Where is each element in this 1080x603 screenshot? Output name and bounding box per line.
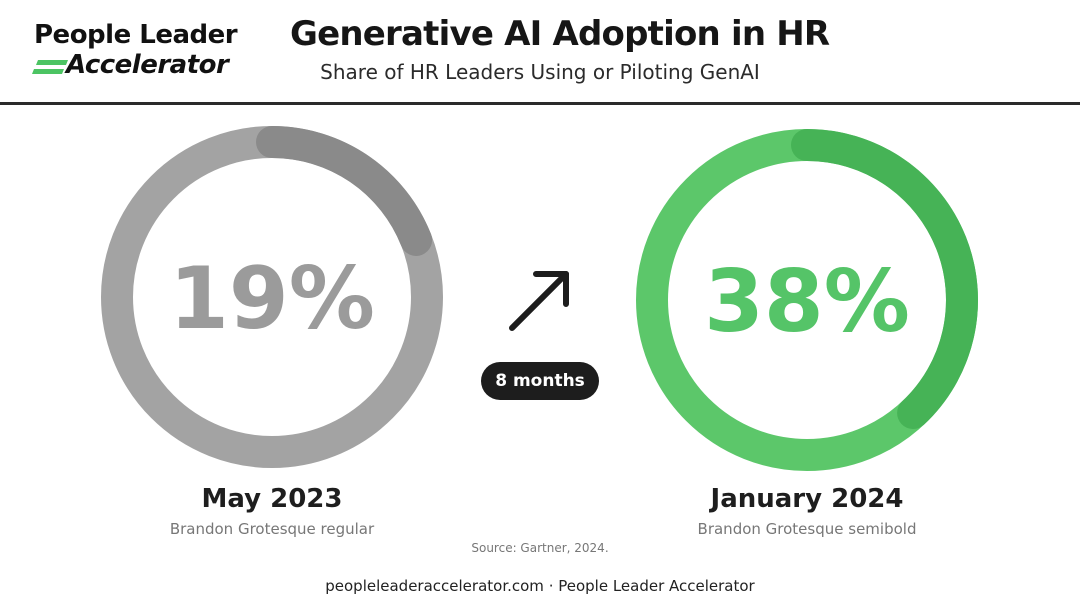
period-label-may-2023: May 2023 xyxy=(201,484,343,514)
font-note-right: Brandon Grotesque semibold xyxy=(697,520,917,538)
logo-text-line2: Accelerator xyxy=(66,50,229,80)
ring-january-2024: 38% xyxy=(636,129,978,471)
footer-text: peopleleaderaccelerator.com · People Lea… xyxy=(325,577,755,595)
duration-badge: 8 months xyxy=(481,362,599,400)
brand-logo: People Leader Accelerator xyxy=(30,20,250,80)
period-label-january-2024: January 2024 xyxy=(710,484,904,514)
logo-stripes-icon xyxy=(32,60,68,74)
ring-may-2023: 19% xyxy=(101,126,443,468)
ring-value-arc xyxy=(256,126,433,256)
page-title: Generative AI Adoption in HR xyxy=(290,14,830,54)
ring-value-label: 38% xyxy=(704,252,910,352)
ring-value-arc xyxy=(791,129,978,429)
page-subtitle: Share of HR Leaders Using or Piloting Ge… xyxy=(320,60,760,84)
ring-value-label: 19% xyxy=(169,249,375,349)
source-note: Source: Gartner, 2024. xyxy=(471,541,609,555)
header-divider xyxy=(0,102,1080,105)
logo-text-line1: People Leader xyxy=(34,20,238,50)
up-right-arrow-icon xyxy=(509,271,569,331)
font-note-left: Brandon Grotesque regular xyxy=(169,520,375,538)
